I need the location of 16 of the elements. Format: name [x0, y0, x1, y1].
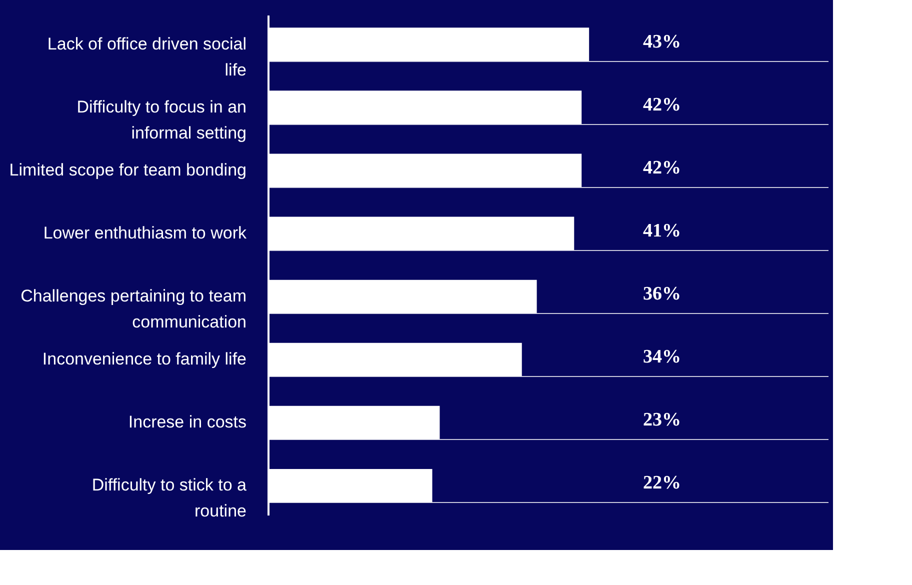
y-tick-label: Limited scope for team bonding [9, 160, 246, 180]
y-tick-label: Challenges pertaining to team communication [20, 286, 246, 332]
y-tick-label: Lack of office driven social life [47, 34, 246, 80]
data-label: 43% [643, 31, 681, 52]
data-label: 22% [643, 472, 681, 494]
data-label: 41% [643, 220, 681, 242]
data-label: 34% [643, 346, 681, 368]
y-tick-label: Inconvenience to family life [42, 350, 246, 369]
data-label: 36% [643, 284, 681, 305]
y-tick-label: Difficulty to stick to a routine [92, 476, 248, 521]
data-label: 42% [643, 157, 681, 178]
y-tick-label: Lower enthuthiasm to work [43, 223, 247, 242]
y-tick-label: Difficulty to focus in an informal setting [76, 97, 246, 142]
data-label: 42% [643, 94, 681, 116]
data-label: 23% [643, 410, 681, 431]
y-tick-label: Increse in costs [128, 412, 246, 432]
